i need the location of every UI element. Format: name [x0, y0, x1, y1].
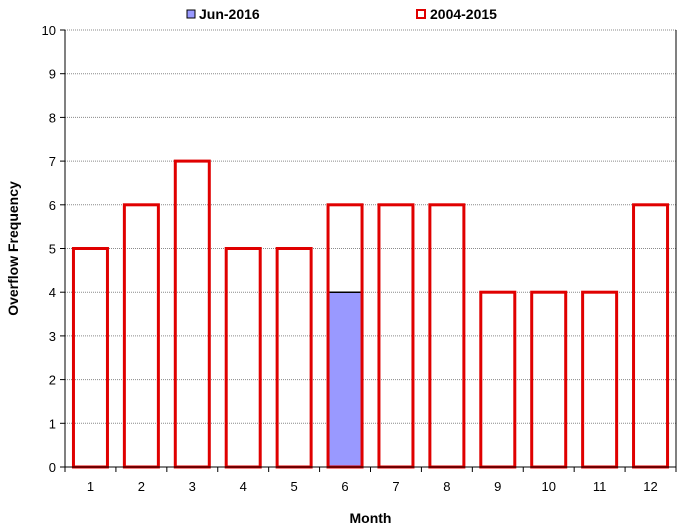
- y-tick-label: 1: [49, 416, 56, 431]
- y-axis-title: Overflow Frequency: [5, 181, 21, 316]
- y-tick-label: 3: [49, 329, 56, 344]
- y-tick-label: 4: [49, 285, 56, 300]
- y-tick-label: 2: [49, 373, 56, 388]
- bar-2004-2015-month-5: [275, 247, 313, 469]
- bar-jun-2016-month-6: [328, 292, 363, 467]
- bar-2004-2015-month-8: [428, 203, 466, 469]
- x-tick-label: 12: [643, 479, 657, 494]
- x-tick-label: 11: [593, 479, 607, 494]
- legend-label: 2004-2015: [430, 6, 497, 22]
- gridlines: [65, 29, 676, 424]
- x-tick-label: 10: [541, 479, 555, 494]
- x-tick-label: 4: [240, 479, 247, 494]
- legend-swatch: [186, 9, 196, 19]
- y-tick-label: 5: [49, 242, 56, 257]
- x-axis-title: Month: [350, 510, 392, 526]
- bar-2004-2015-month-4: [224, 247, 262, 469]
- bar-2004-2015-month-10: [530, 290, 568, 469]
- x-tick-label: 5: [291, 479, 298, 494]
- x-tick-label: 1: [87, 479, 94, 494]
- y-tick-label: 9: [49, 67, 56, 82]
- bar-2004-2015-month-3: [173, 159, 211, 469]
- legend-swatch: [416, 9, 426, 19]
- legend-label: Jun-2016: [199, 6, 260, 22]
- y-tick-label: 8: [49, 110, 56, 125]
- legend: Jun-2016 2004-2015: [186, 6, 497, 22]
- x-tick-label: 9: [494, 479, 501, 494]
- x-tick-label: 7: [392, 479, 399, 494]
- bar-2004-2015-month-1: [71, 247, 109, 469]
- bar-2004-2015-month-12: [632, 203, 670, 469]
- x-tick-labels: 1 2 3 4 5 6 7 8 9 10 11 12: [87, 479, 658, 494]
- y-tick-label: 10: [42, 23, 56, 38]
- axes: [60, 29, 677, 472]
- y-tick-label: 7: [49, 154, 56, 169]
- y-tick-label: 6: [49, 198, 56, 213]
- bars: [71, 159, 670, 469]
- x-tick-label: 3: [189, 479, 196, 494]
- x-tick-label: 8: [443, 479, 450, 494]
- x-tick-label: 6: [341, 479, 348, 494]
- x-tick-label: 2: [138, 479, 145, 494]
- y-tick-labels: 0 1 2 3 4 5 6 7 8 9 10: [42, 23, 56, 475]
- y-tick-label: 0: [49, 460, 56, 475]
